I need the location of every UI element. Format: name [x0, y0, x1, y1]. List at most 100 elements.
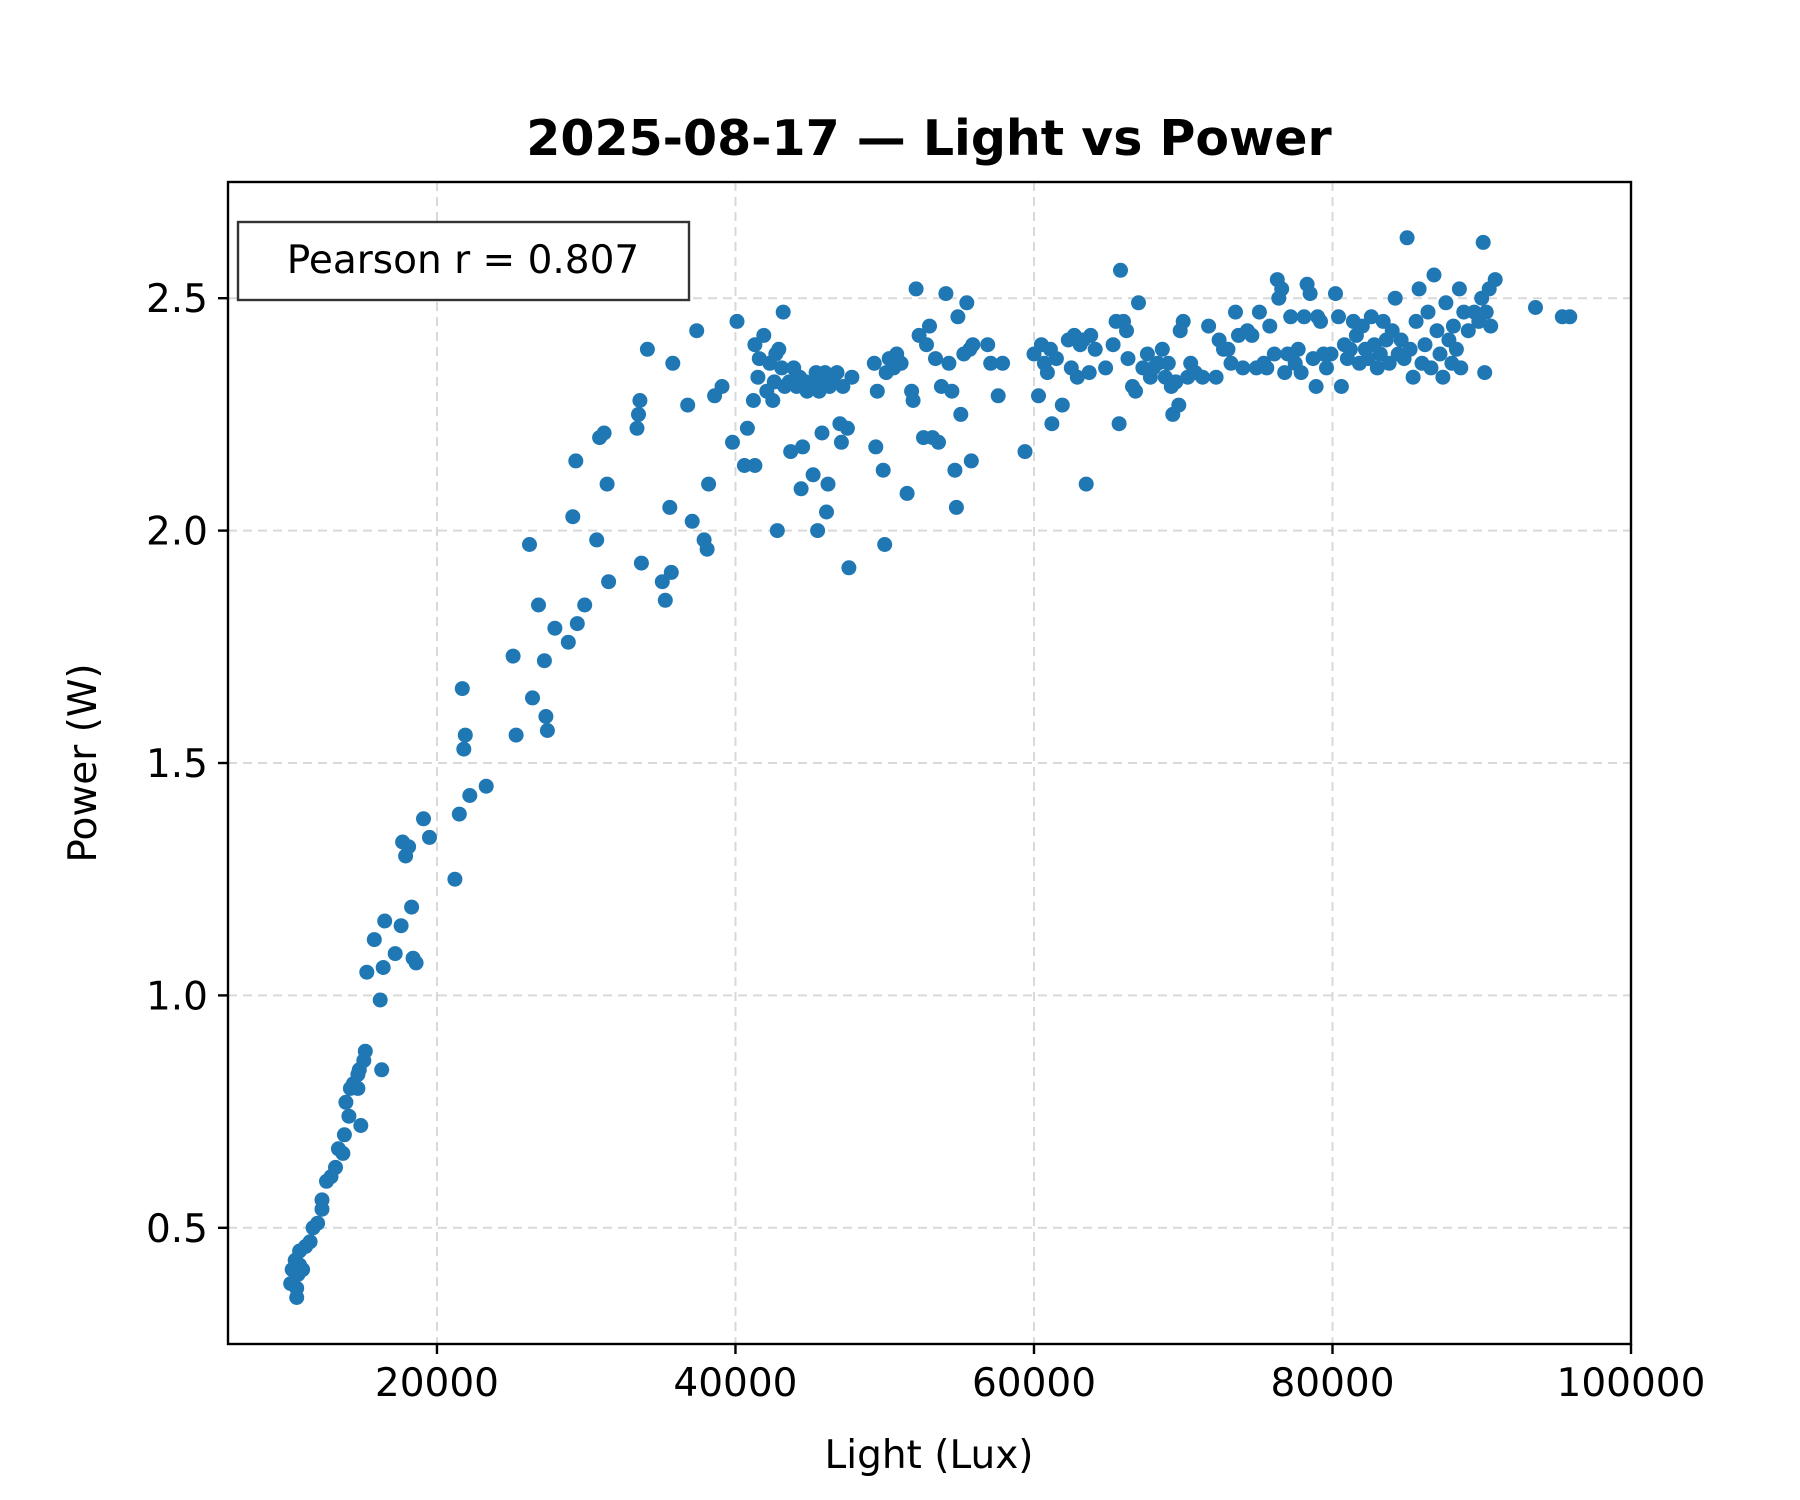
data-point	[1438, 295, 1454, 311]
data-point	[633, 555, 649, 571]
data-point	[950, 309, 966, 325]
data-point	[1426, 267, 1442, 283]
data-point	[547, 620, 563, 636]
data-point	[875, 462, 891, 478]
data-point	[416, 811, 431, 827]
x-tick-label: 60000	[972, 1361, 1096, 1406]
data-point	[404, 899, 420, 915]
annotation-text: Pearson r = 0.807	[287, 238, 640, 283]
data-point	[868, 439, 884, 455]
x-axis-label: Light (Lux)	[825, 1433, 1034, 1478]
data-point	[922, 318, 937, 334]
data-point	[1083, 327, 1099, 343]
data-point	[990, 388, 1006, 404]
data-point	[714, 379, 730, 394]
data-point	[747, 337, 763, 353]
pearson-annotation: Pearson r = 0.807	[236, 220, 691, 302]
data-point	[1150, 355, 1166, 371]
data-point	[372, 992, 388, 1008]
data-point	[1477, 365, 1493, 381]
data-point	[1429, 323, 1445, 339]
data-point	[680, 397, 696, 413]
data-point	[1296, 309, 1312, 325]
data-point	[1277, 365, 1293, 381]
data-point	[819, 504, 834, 520]
data-point	[1078, 476, 1094, 492]
data-point	[1235, 360, 1251, 376]
data-point	[377, 913, 393, 929]
data-point	[1323, 346, 1339, 362]
data-point	[1331, 309, 1346, 325]
data-point	[689, 323, 705, 339]
data-point	[905, 393, 921, 408]
x-tick-label: 40000	[673, 1361, 797, 1406]
data-point	[1435, 369, 1451, 385]
data-point	[408, 955, 424, 971]
data-point	[893, 355, 909, 371]
data-point	[869, 383, 885, 399]
data-point	[639, 341, 655, 357]
data-point	[462, 788, 478, 803]
data-point	[725, 434, 740, 450]
data-point	[1420, 304, 1436, 320]
data-point	[1456, 304, 1472, 320]
data-point	[302, 1234, 318, 1250]
data-point	[451, 806, 467, 822]
data-point	[1069, 369, 1085, 385]
data-point	[1251, 304, 1267, 320]
data-point	[1387, 290, 1403, 306]
data-point	[963, 453, 979, 469]
data-point	[1475, 234, 1491, 250]
y-tick-label: 2.5	[146, 277, 208, 322]
data-point	[745, 393, 761, 408]
y-axis-label: Power (W)	[61, 663, 106, 862]
data-point	[1120, 351, 1136, 367]
data-point	[1372, 346, 1388, 362]
data-point	[1487, 272, 1503, 288]
data-point	[589, 532, 605, 548]
data-point	[908, 281, 924, 297]
annotation-box	[236, 220, 691, 302]
data-point	[948, 499, 964, 515]
data-point	[1048, 351, 1064, 367]
data-point	[314, 1192, 330, 1208]
data-point	[456, 741, 472, 757]
data-point	[1160, 355, 1176, 371]
data-point	[374, 1062, 390, 1078]
data-point	[805, 467, 821, 483]
data-point	[756, 327, 772, 343]
data-point	[1393, 332, 1409, 348]
data-point	[454, 681, 470, 697]
x-axis-ticks: 20000 40000 60000 80000 100000	[375, 1344, 1705, 1406]
y-axis-ticks: 0.5 1.0 1.5 2.0 2.5	[146, 277, 228, 1252]
data-point	[601, 574, 617, 590]
data-point	[1259, 360, 1275, 376]
data-point	[793, 481, 809, 497]
data-point	[599, 476, 615, 492]
data-point	[654, 574, 670, 590]
data-point	[1453, 360, 1469, 376]
data-point	[1369, 360, 1385, 376]
data-point	[941, 355, 957, 371]
data-point	[457, 727, 473, 743]
data-point	[596, 425, 612, 441]
data-point	[983, 355, 999, 371]
data-point	[959, 295, 975, 311]
data-point	[1319, 360, 1334, 376]
data-point	[835, 379, 851, 394]
data-point	[919, 337, 934, 353]
data-point	[1105, 337, 1121, 353]
data-point	[1417, 337, 1433, 353]
data-point	[1408, 313, 1424, 329]
data-point	[508, 727, 524, 743]
data-point	[1432, 346, 1448, 362]
data-point	[289, 1280, 305, 1296]
data-point	[568, 453, 584, 469]
data-point	[657, 592, 673, 608]
data-point	[1128, 383, 1143, 399]
data-point	[1313, 313, 1328, 329]
data-point	[663, 564, 679, 580]
data-point	[1111, 416, 1127, 432]
data-point	[980, 337, 996, 353]
